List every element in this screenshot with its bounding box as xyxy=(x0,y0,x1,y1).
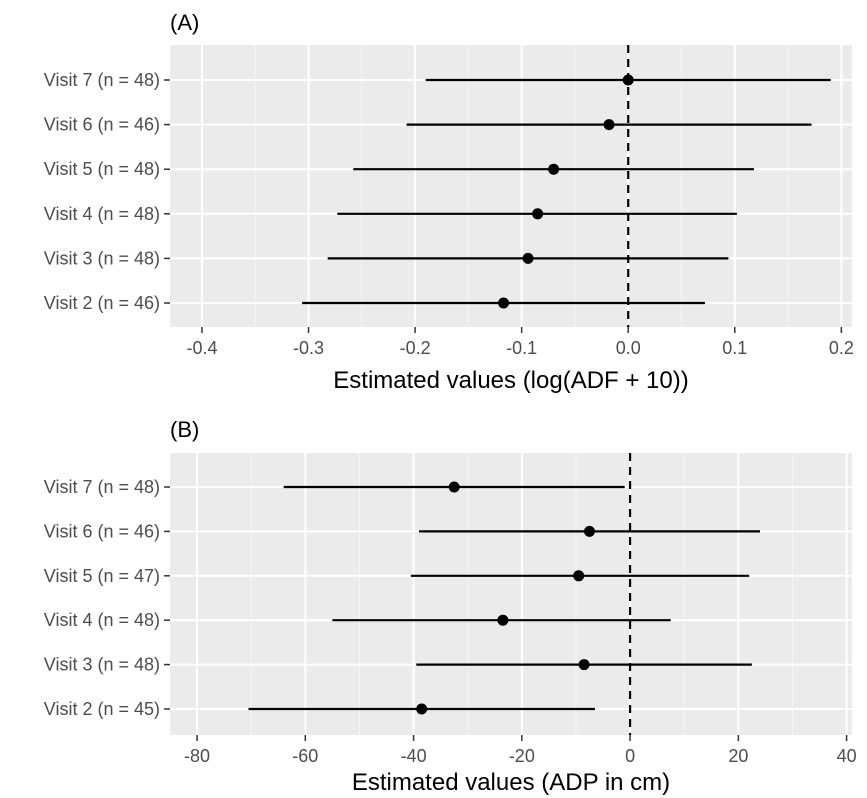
x-tick-label: -40 xyxy=(401,746,427,766)
x-tick-label: -80 xyxy=(184,746,210,766)
panel-a-y-tick-labels: Visit 7 (n = 48) Visit 6 (n = 46) Visit 5 … xyxy=(44,70,170,313)
point-estimate xyxy=(573,570,585,582)
x-tick-label: -0.3 xyxy=(293,338,324,358)
panel-a-label: (A) xyxy=(170,10,199,35)
y-tick-label: Visit 5 (n = 48) xyxy=(44,159,160,179)
point-estimate xyxy=(583,525,595,537)
point-estimate xyxy=(548,163,560,175)
point-estimate xyxy=(416,703,428,715)
panel-a-marks xyxy=(302,45,831,327)
x-tick-label: 20 xyxy=(728,746,748,766)
y-tick-label: Visit 4 (n = 48) xyxy=(44,610,160,630)
panel-b-x-tick-labels: -80 -60 -40 -20 0 20 40 xyxy=(184,735,857,766)
y-tick-label: Visit 7 (n = 48) xyxy=(44,477,160,497)
y-tick-label: Visit 7 (n = 48) xyxy=(44,70,160,90)
x-tick-label: 0.0 xyxy=(616,338,641,358)
y-tick-label: Visit 2 (n = 45) xyxy=(44,699,160,719)
panel-a-x-tick-labels: -0.4 -0.3 -0.2 -0.1 0.0 0.1 0.2 xyxy=(186,327,854,358)
y-tick-label: Visit 6 (n = 46) xyxy=(44,521,160,541)
point-estimate xyxy=(622,74,634,86)
x-tick-label: 0 xyxy=(625,746,635,766)
panel-a-x-axis-label: Estimated values (log(ADF + 10)) xyxy=(333,367,688,394)
panel-b-x-axis-label: Estimated values (ADP in cm) xyxy=(352,769,670,796)
x-tick-label: -0.1 xyxy=(506,338,537,358)
y-tick-label: Visit 6 (n = 46) xyxy=(44,115,160,135)
point-estimate xyxy=(497,614,509,626)
panel-b-label: (B) xyxy=(170,417,199,442)
x-tick-label: 40 xyxy=(837,746,857,766)
point-estimate xyxy=(448,481,460,493)
y-tick-label: Visit 4 (n = 48) xyxy=(44,204,160,224)
x-tick-label: 0.2 xyxy=(829,338,854,358)
x-tick-label: -60 xyxy=(292,746,318,766)
panel-a-plot-background xyxy=(170,45,852,327)
panel-a: (A) Visit 7 (n = 48)Visit 6 (n = 46)Visi… xyxy=(44,10,854,394)
panel-b-marks xyxy=(248,453,760,735)
x-tick-label: -0.2 xyxy=(400,338,431,358)
y-tick-label: Visit 2 (n = 46) xyxy=(44,293,160,313)
x-tick-label: 0.1 xyxy=(722,338,747,358)
x-tick-label: -20 xyxy=(509,746,535,766)
point-estimate xyxy=(522,252,534,264)
panel-b-y-tick-labels: Visit 7 (n = 48) Visit 6 (n = 46) Visit 5 … xyxy=(44,477,170,719)
y-tick-label: Visit 3 (n = 48) xyxy=(44,248,160,268)
x-tick-label: -0.4 xyxy=(186,338,217,358)
point-estimate xyxy=(498,297,510,309)
panel-b: (B) Visit 7 (n = 48)Visit 6 (n = 46)Visi… xyxy=(44,417,857,796)
point-estimate xyxy=(578,659,590,671)
panel-b-plot-background xyxy=(170,453,852,735)
y-tick-label: Visit 3 (n = 48) xyxy=(44,655,160,675)
y-tick-label: Visit 5 (n = 47) xyxy=(44,566,160,586)
point-estimate xyxy=(603,119,615,131)
point-estimate xyxy=(532,208,544,220)
